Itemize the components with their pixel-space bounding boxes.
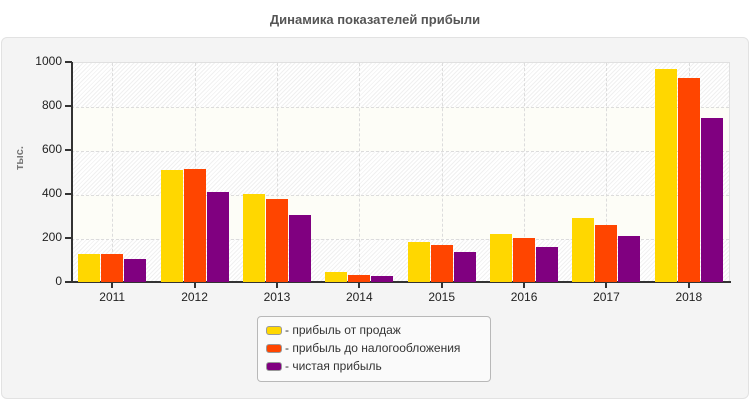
y-tick <box>65 281 72 283</box>
legend-swatch-icon <box>266 325 282 335</box>
bar[interactable] <box>677 77 700 282</box>
bar[interactable] <box>78 254 101 282</box>
bar[interactable] <box>430 244 453 282</box>
bar[interactable] <box>595 224 618 282</box>
bar[interactable] <box>572 217 595 282</box>
y-tick <box>65 149 72 151</box>
legend-item[interactable]: - прибыль от продаж <box>266 321 490 339</box>
h-gridline <box>71 107 729 108</box>
bar[interactable] <box>654 68 677 282</box>
grid-band <box>71 107 729 151</box>
legend-swatch-icon <box>266 343 282 353</box>
bar[interactable] <box>371 275 394 282</box>
x-tick <box>358 282 361 288</box>
y-axis-line <box>71 62 73 283</box>
v-gridline <box>276 63 278 282</box>
y-tick <box>65 193 72 195</box>
bar[interactable] <box>407 241 430 282</box>
y-tick-label: 800 <box>41 98 62 112</box>
x-tick-label: 2018 <box>675 290 703 304</box>
y-tick <box>65 237 72 239</box>
bar[interactable] <box>101 254 124 282</box>
y-tick-label: 400 <box>41 186 62 200</box>
legend-item[interactable]: - чистая прибыль <box>266 357 490 375</box>
v-gridline <box>606 63 608 282</box>
y-tick <box>65 105 72 107</box>
x-axis-line <box>71 281 731 283</box>
bar[interactable] <box>536 246 559 282</box>
bar[interactable] <box>700 117 723 282</box>
x-tick <box>523 282 526 288</box>
x-tick-label: 2014 <box>345 290 373 304</box>
bar[interactable] <box>453 251 476 282</box>
bar[interactable] <box>124 258 147 282</box>
bar[interactable] <box>242 194 265 282</box>
bar[interactable] <box>206 191 229 282</box>
x-tick-label: 2017 <box>593 290 620 304</box>
y-axis-title: тыс. <box>14 146 26 170</box>
y-tick-label: 0 <box>55 274 62 288</box>
grid-band <box>71 63 729 107</box>
chart-title: Динамика показателей прибыли <box>269 12 481 27</box>
legend-label: - прибыль от продаж <box>285 323 401 337</box>
x-tick-label: 2012 <box>181 290 208 304</box>
bar[interactable] <box>183 168 206 282</box>
legend-item[interactable]: - прибыль до налогообложения <box>266 339 490 357</box>
y-tick-label: 600 <box>41 142 62 156</box>
bar[interactable] <box>265 198 288 282</box>
v-gridline <box>524 63 526 282</box>
x-tick <box>687 282 690 288</box>
bar[interactable] <box>288 214 311 282</box>
x-tick <box>111 282 114 288</box>
h-gridline <box>71 151 729 152</box>
x-tick-label: 2011 <box>99 290 126 304</box>
x-tick-label: 2013 <box>263 290 291 304</box>
legend-label: - чистая прибыль <box>285 359 382 373</box>
legend-swatch-icon <box>266 361 282 371</box>
h-gridline <box>71 239 729 240</box>
x-tick-label: 2016 <box>510 290 538 304</box>
bar[interactable] <box>490 233 513 282</box>
legend: - прибыль от продаж - прибыль до налогооб… <box>257 316 491 382</box>
bar[interactable] <box>618 235 641 282</box>
x-tick <box>193 282 196 288</box>
x-tick-label: 2015 <box>428 290 456 304</box>
v-gridline <box>112 63 114 282</box>
h-gridline <box>71 195 729 196</box>
bar[interactable] <box>325 271 348 282</box>
v-gridline <box>359 63 361 282</box>
v-gridline <box>441 63 443 282</box>
y-tick-label: 1000 <box>35 54 62 68</box>
x-tick <box>605 282 608 288</box>
x-tick <box>275 282 278 288</box>
bar[interactable] <box>160 169 183 282</box>
bar[interactable] <box>513 237 536 282</box>
y-tick <box>65 61 72 63</box>
x-tick <box>440 282 443 288</box>
legend-label: - прибыль до налогообложения <box>285 341 461 355</box>
bar[interactable] <box>348 274 371 282</box>
y-tick-label: 200 <box>41 230 62 244</box>
